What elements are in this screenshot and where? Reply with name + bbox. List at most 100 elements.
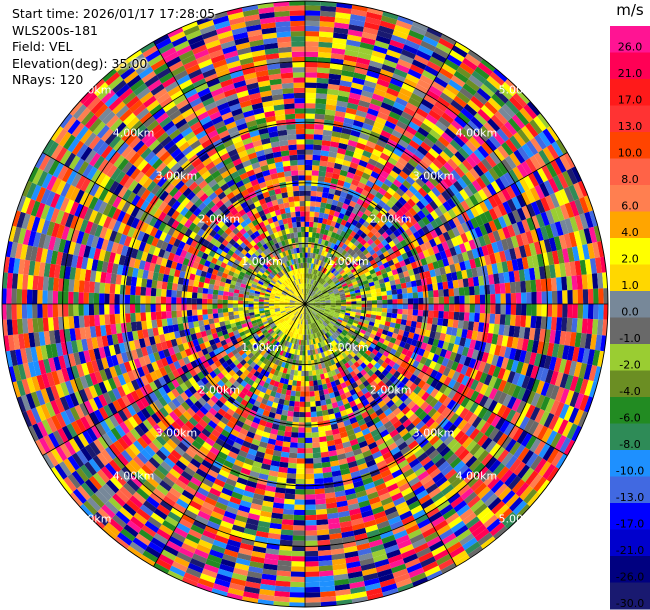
ray-bin xyxy=(470,116,484,130)
ray-bin xyxy=(339,313,345,317)
ray-bin xyxy=(305,427,312,433)
ray-bin xyxy=(521,338,529,352)
ray-bin xyxy=(566,423,578,440)
ray-bin xyxy=(332,287,338,292)
ray-bin xyxy=(467,495,481,509)
ray-bin xyxy=(422,427,433,438)
ray-bin xyxy=(483,222,493,234)
ray-bin xyxy=(324,308,331,311)
ray-bin xyxy=(320,286,325,291)
ray-bin xyxy=(389,337,397,344)
ray-bin xyxy=(438,289,444,297)
ray-bin xyxy=(341,263,348,270)
ray-bin xyxy=(504,314,511,326)
ray-bin xyxy=(487,476,501,490)
ray-bin xyxy=(431,143,443,155)
ray-bin xyxy=(391,395,400,404)
ray-bin xyxy=(420,456,432,467)
ray-bin xyxy=(469,339,477,350)
ray-bin xyxy=(469,295,475,304)
ray-bin xyxy=(313,294,318,298)
ray-bin xyxy=(405,175,416,186)
ray-bin xyxy=(332,227,339,234)
ray-bin xyxy=(328,259,334,266)
ray-bin xyxy=(356,365,364,373)
ray-bin xyxy=(399,340,406,348)
ray-bin xyxy=(408,365,417,375)
ray-bin xyxy=(325,224,331,231)
ray-bin xyxy=(502,369,511,382)
ray-bin xyxy=(476,466,489,479)
ray-bin xyxy=(349,351,356,358)
ray-bin xyxy=(453,180,464,192)
ray-bin xyxy=(518,269,526,282)
ray-bin xyxy=(322,234,328,241)
ray-bin xyxy=(497,216,507,229)
ray-bin xyxy=(467,475,480,488)
ray-bin xyxy=(422,264,430,272)
ray-bin xyxy=(331,42,347,50)
ray-bin xyxy=(305,406,311,413)
ray-bin xyxy=(438,364,447,375)
ray-bin xyxy=(513,326,521,338)
ray-bin xyxy=(526,292,532,304)
ray-bin xyxy=(381,15,398,25)
ray-bin xyxy=(451,45,468,58)
ray-bin xyxy=(407,440,419,450)
ray-bin xyxy=(305,159,313,166)
ray-bin xyxy=(384,281,391,287)
ray-bin xyxy=(305,170,312,176)
ray-bin xyxy=(465,455,478,468)
ray-bin xyxy=(325,298,331,301)
ray-bin xyxy=(335,252,342,259)
ray-bin xyxy=(433,290,439,298)
ray-bin xyxy=(465,79,480,92)
ray-bin xyxy=(399,277,406,284)
ray-bin xyxy=(367,158,378,167)
ray-bin xyxy=(367,108,379,117)
ray-bin xyxy=(403,244,411,253)
ray-bin xyxy=(338,196,346,203)
ray-bin xyxy=(294,499,305,505)
ray-bin xyxy=(371,50,387,60)
ray-bin xyxy=(305,355,308,361)
ray-bin xyxy=(382,97,396,107)
ray-bin xyxy=(415,354,423,363)
ray-bin xyxy=(459,407,470,420)
ray-bin xyxy=(521,449,534,465)
ray-bin xyxy=(317,313,322,317)
ray-bin xyxy=(568,232,578,248)
ray-bin xyxy=(330,306,336,309)
ray-bin xyxy=(567,345,575,361)
ray-bin xyxy=(539,266,546,280)
ray-bin xyxy=(383,191,393,200)
ray-bin xyxy=(436,325,443,333)
ray-bin xyxy=(516,337,524,351)
ray-bin xyxy=(546,448,560,464)
ray-bin xyxy=(566,317,573,332)
ray-bin xyxy=(310,284,314,290)
ray-bin xyxy=(500,304,506,315)
ray-bin xyxy=(593,225,602,242)
ray-bin xyxy=(519,177,530,192)
ray-bin xyxy=(311,292,316,297)
ray-bin xyxy=(461,375,470,386)
ray-bin xyxy=(380,316,387,322)
ray-bin xyxy=(315,289,321,294)
ray-bin xyxy=(297,437,305,444)
ray-bin xyxy=(345,325,351,330)
ray-bin xyxy=(315,503,327,510)
ray-bin xyxy=(598,304,604,320)
ray-bin xyxy=(311,175,319,182)
ray-bin xyxy=(501,490,516,505)
ray-bin xyxy=(338,90,350,98)
ray-bin xyxy=(339,324,346,330)
ray-bin xyxy=(392,191,402,201)
ray-bin xyxy=(468,459,482,472)
ray-bin xyxy=(313,462,323,469)
ray-bin xyxy=(493,377,503,390)
ray-bin xyxy=(473,482,488,496)
ray-bin xyxy=(503,271,510,283)
ray-bin xyxy=(396,254,404,263)
ray-bin xyxy=(470,95,485,109)
